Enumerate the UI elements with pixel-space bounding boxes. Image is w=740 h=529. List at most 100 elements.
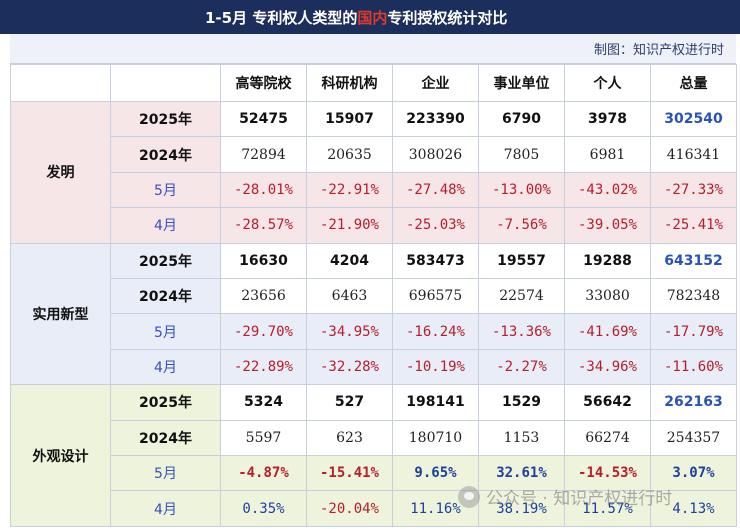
table-row: 外观设计 2025年 5324 527 198141 1529 56642 262163	[10, 384, 737, 527]
table-cell: 11.57%	[564, 490, 651, 527]
table-cell: -27.33%	[650, 171, 737, 209]
table-cell: -25.41%	[650, 207, 737, 244]
credit-text: 制图：知识产权进行时	[593, 43, 724, 58]
row-label: 2024年	[110, 419, 221, 457]
table-cell: 9.65%	[392, 455, 479, 492]
row-label: 2024年	[110, 136, 221, 173]
table-cell: -21.90%	[306, 207, 393, 244]
table-cell: 4204	[306, 242, 393, 280]
table-cell: 180710	[392, 419, 479, 457]
category-invention: 发明	[10, 101, 111, 244]
table-cell: -41.69%	[564, 313, 651, 350]
table-cell: -25.03%	[392, 207, 479, 244]
table-cell: 3978	[564, 100, 651, 138]
table-cell: 696575	[392, 278, 479, 315]
header-row: 高等院校 科研机构 企业 事业单位 个人 总量	[10, 64, 737, 102]
table-cell: 262163	[650, 384, 737, 421]
table-row: 2024年 5597 623 180710 1153 66274 254357	[11, 419, 737, 457]
row-label: 4月	[110, 348, 221, 386]
table-row: 2024年 23656 6463 696575 22574 33080 782348	[11, 278, 737, 315]
table-cell: 254357	[650, 419, 737, 457]
table-cell: -34.96%	[564, 348, 651, 386]
table-cell: -43.02%	[564, 171, 651, 209]
table-cell: -13.36%	[478, 313, 565, 350]
table-cell: 308026	[392, 136, 479, 173]
table-cell: 6463	[306, 278, 393, 315]
table-cell: 56642	[564, 384, 651, 421]
table-cell: 23656	[220, 278, 307, 315]
row-label: 2025年	[110, 242, 221, 280]
table-body: 发明 2025年 52475 15907 223390 6790 3978 302540 202…	[10, 100, 737, 527]
table-cell: 7805	[478, 136, 565, 173]
table-cell: 22574	[478, 278, 565, 315]
title-text-post: 专利授权统计对比	[387, 8, 508, 27]
table-cell: 198141	[392, 384, 479, 421]
table-cell: 19557	[478, 242, 565, 280]
table-cell: 6981	[564, 136, 651, 173]
column-header: 企业	[392, 64, 479, 102]
table-cell: 583473	[392, 242, 479, 280]
table-cell: -20.04%	[306, 490, 393, 527]
table-row: 5月 -28.01% -22.91% -27.48% -13.00% -43.02% -27…	[11, 171, 737, 209]
table-cell: 1153	[478, 419, 565, 457]
table-cell: -28.57%	[220, 207, 307, 244]
table-cell: -10.19%	[392, 348, 479, 386]
table-cell: -22.89%	[220, 348, 307, 386]
table-row: 4月 -22.89% -32.28% -10.19% -2.27% -34.96% -11.…	[11, 348, 737, 386]
table-cell: -39.05%	[564, 207, 651, 244]
category-utility-model: 实用新型	[10, 242, 111, 386]
table-cell: 223390	[392, 100, 479, 138]
credit-bar: 制图：知识产权进行时	[10, 34, 736, 64]
title-bar: 1-5月 专利权人类型的国内专利授权统计对比	[0, 0, 740, 34]
row-label: 5月	[110, 455, 221, 492]
row-label: 5月	[110, 171, 221, 209]
table-cell: -11.60%	[650, 348, 737, 386]
table-cell: 19288	[564, 242, 651, 280]
table-cell: 782348	[650, 278, 737, 315]
table-cell: 3.07%	[650, 455, 737, 492]
row-label: 4月	[110, 490, 221, 527]
table-cell: 5597	[220, 419, 307, 457]
table-row: 4月 -28.57% -21.90% -25.03% -7.56% -39.05% -25.…	[11, 207, 737, 244]
table-cell: 72894	[220, 136, 307, 173]
table-cell: 11.16%	[392, 490, 479, 527]
table-cell: 1529	[478, 384, 565, 421]
table-cell: 4.13%	[650, 490, 737, 527]
table-cell: 0.35%	[220, 490, 307, 527]
table-cell: -2.27%	[478, 348, 565, 386]
table-cell: -7.56%	[478, 207, 565, 244]
header-blank	[10, 64, 111, 102]
table-cell: 38.19%	[478, 490, 565, 527]
column-header: 高等院校	[220, 64, 307, 102]
table-cell: -22.91%	[306, 171, 393, 209]
table-cell: -29.70%	[220, 313, 307, 350]
table-cell: -16.24%	[392, 313, 479, 350]
column-header: 事业单位	[478, 64, 565, 102]
category-design: 外观设计	[10, 384, 111, 527]
table-row: 5月 -4.87% -15.41% 9.65% 32.61% -14.53% 3.07%	[11, 455, 737, 492]
table-cell: 33080	[564, 278, 651, 315]
table-cell: 5324	[220, 384, 307, 421]
column-header: 总量	[650, 64, 737, 102]
table-cell: -15.41%	[306, 455, 393, 492]
table-cell: 527	[306, 384, 393, 421]
row-label: 2025年	[110, 100, 221, 138]
row-label: 4月	[110, 207, 221, 244]
table-cell: -14.53%	[564, 455, 651, 492]
column-header: 科研机构	[306, 64, 393, 102]
header-blank	[110, 64, 221, 102]
table-cell: -28.01%	[220, 171, 307, 209]
table-cell: 16630	[220, 242, 307, 280]
table-row: 发明 2025年 52475 15907 223390 6790 3978 302540	[10, 100, 737, 244]
page-title: 1-5月 专利权人类型的国内专利授权统计对比	[205, 7, 507, 28]
table-cell: 52475	[220, 100, 307, 138]
table-cell: 32.61%	[478, 455, 565, 492]
title-text-pre: 1-5月 专利权人类型的	[205, 8, 358, 27]
table-row: 2024年 72894 20635 308026 7805 6981 416341	[11, 136, 737, 173]
table-cell: 6790	[478, 100, 565, 138]
title-highlight: 国内	[357, 8, 388, 27]
row-label: 2025年	[110, 384, 221, 421]
table-cell: 623	[306, 419, 393, 457]
table-cell: 416341	[650, 136, 737, 173]
